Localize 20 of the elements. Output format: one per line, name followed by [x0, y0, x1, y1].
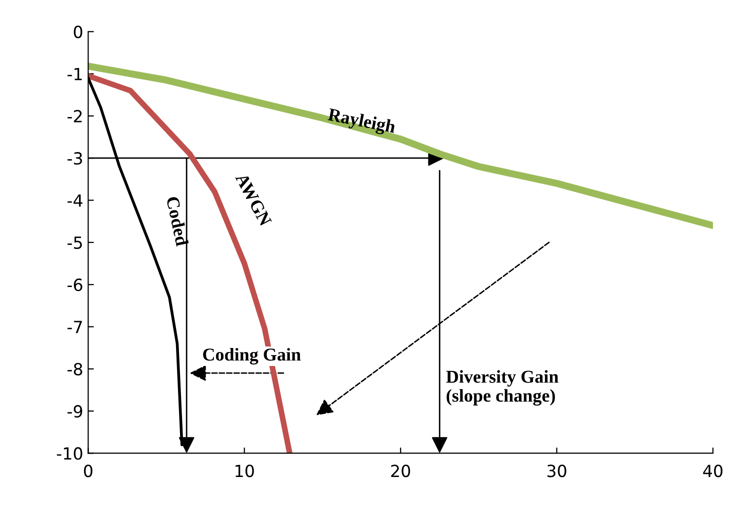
- y-tick-label: -2: [68, 110, 82, 122]
- y-tick-label: -8: [68, 362, 82, 376]
- y-tick-label: -1: [68, 68, 82, 80]
- y-tick-label: -3: [68, 152, 82, 165]
- x-tick-label: 0: [84, 464, 92, 478]
- x-tick-label: 20: [391, 464, 410, 478]
- x-tick-label: 40: [703, 464, 722, 478]
- y-tick-label: -9: [68, 405, 82, 418]
- y-tick-label: -6: [68, 278, 82, 292]
- annotation: Diversity Gain (slope change): [446, 370, 558, 406]
- y-tick-label: -10: [56, 447, 82, 460]
- y-tick-label: -7: [68, 320, 82, 334]
- annotation: Coding Gain: [203, 348, 301, 365]
- text: Rayleigh: [326, 108, 396, 137]
- text: Coded: [166, 196, 189, 247]
- y-tick-label: -4: [68, 194, 82, 207]
- y-tick-label: 0: [74, 26, 82, 38]
- x-tick-label: 30: [547, 464, 566, 478]
- y-tick-label: -5: [68, 236, 82, 249]
- x-tick-label: 10: [236, 464, 254, 478]
